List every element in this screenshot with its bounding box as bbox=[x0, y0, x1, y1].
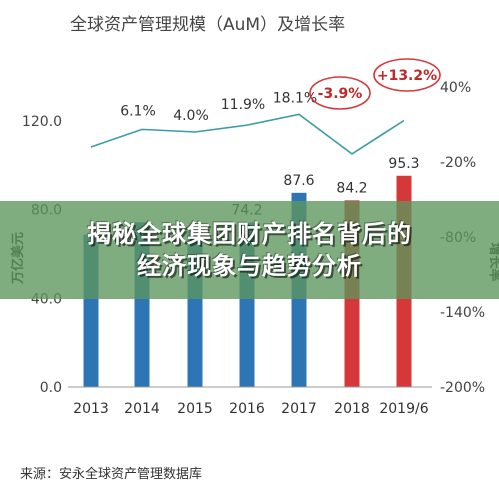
bar-value-label: 95.3 bbox=[388, 156, 419, 172]
source-note: 来源：安永全球资产管理数据库 bbox=[20, 466, 202, 482]
x-tick-label: 2015 bbox=[177, 401, 213, 417]
growth-label: 11.9% bbox=[221, 97, 265, 113]
growth-line bbox=[90, 113, 405, 155]
x-tick-label: 2014 bbox=[124, 401, 160, 417]
y2-tick-label: -140% bbox=[440, 305, 485, 321]
x-tick-label: 2019/6 bbox=[379, 401, 428, 417]
x-tick-label: 2018 bbox=[334, 401, 370, 417]
y2-tick-label: 40% bbox=[440, 80, 471, 96]
highlight-ellipse bbox=[309, 76, 371, 110]
bar-value-label: 84.2 bbox=[336, 180, 367, 196]
title-banner: 揭秘全球集团财产排名背后的 经济现象与趋势分析 bbox=[0, 201, 499, 299]
x-tick-label: 2016 bbox=[229, 401, 265, 417]
y2-tick-label: -200% bbox=[440, 380, 485, 396]
banner-line-1: 揭秘全球集团财产排名背后的 bbox=[87, 220, 412, 248]
y-tick-label: 120.0 bbox=[22, 114, 62, 130]
x-tick-label: 2013 bbox=[73, 401, 109, 417]
y-tick-label: 0.0 bbox=[40, 380, 62, 396]
banner-line-2: 经济现象与趋势分析 bbox=[137, 252, 362, 280]
chart-title: 全球资产管理规模（AuM）及增长率 bbox=[70, 15, 345, 35]
y2-tick-label: -20% bbox=[440, 155, 476, 171]
x-tick-label: 2017 bbox=[281, 401, 317, 417]
growth-label: 4.0% bbox=[173, 108, 209, 124]
growth-label: 6.1% bbox=[120, 103, 156, 119]
growth-label-highlight: +13.2% bbox=[377, 68, 437, 84]
growth-label: 18.1% bbox=[273, 90, 317, 106]
growth-label-highlight: -3.9% bbox=[318, 86, 363, 102]
bar-value-label: 87.6 bbox=[283, 173, 314, 189]
highlight-ellipse bbox=[373, 58, 441, 92]
